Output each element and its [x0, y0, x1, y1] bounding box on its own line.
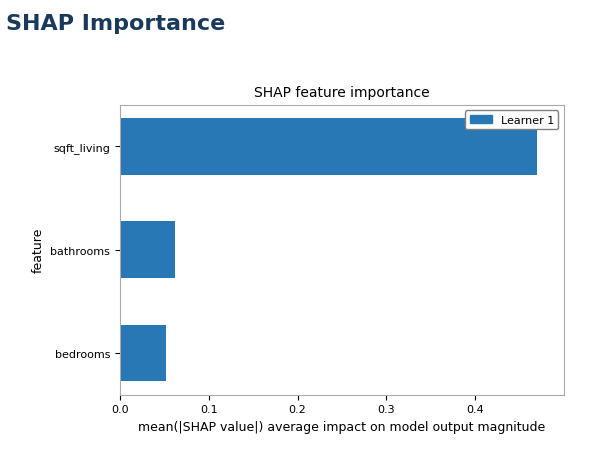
Legend: Learner 1: Learner 1 — [465, 111, 559, 130]
Bar — [120, 119, 538, 175]
Bar — [120, 325, 166, 381]
Y-axis label: feature: feature — [32, 228, 45, 273]
Title: SHAP feature importance: SHAP feature importance — [254, 86, 430, 100]
X-axis label: mean(|SHAP value|) average impact on model output magnitude: mean(|SHAP value|) average impact on mod… — [139, 420, 545, 433]
Bar — [120, 222, 175, 279]
Text: SHAP Importance: SHAP Importance — [6, 14, 225, 34]
